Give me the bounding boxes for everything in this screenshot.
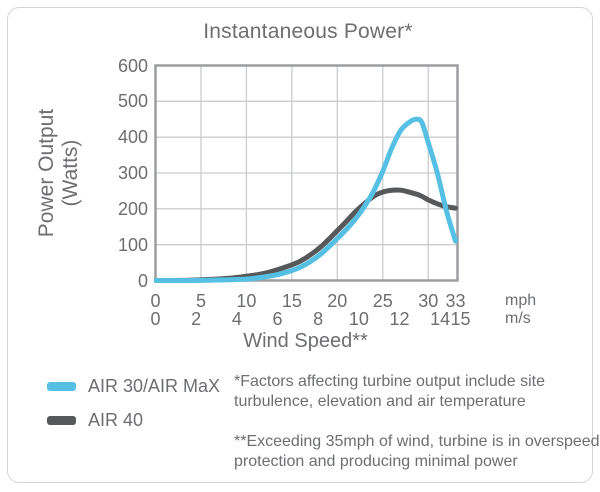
x-tick-label: 6 xyxy=(272,309,283,329)
legend-item: AIR 40 xyxy=(47,410,143,431)
y-tick-label: 100 xyxy=(117,234,148,255)
footnote: **Exceeding 35mph of wind, turbine is in… xyxy=(234,432,600,472)
legend-item: AIR 30/AIR MaX xyxy=(47,376,220,397)
legend-swatch xyxy=(47,382,76,391)
x-tick-label: 14 xyxy=(430,309,451,329)
x-axis-unit-mph: mph xyxy=(505,292,537,309)
x-tick-label: 8 xyxy=(313,309,324,329)
footnote-line: *Factors affecting turbine output includ… xyxy=(234,373,545,390)
plot-area xyxy=(154,64,459,284)
x-tick-label: 25 xyxy=(372,291,393,311)
footnotes: *Factors affecting turbine output includ… xyxy=(234,372,600,492)
legend-swatch xyxy=(47,416,76,425)
x-tick-label: 10 xyxy=(236,291,257,311)
footnote: *Factors affecting turbine output includ… xyxy=(234,372,594,412)
x-tick-label: 10 xyxy=(348,309,369,329)
x-tick-label: 15 xyxy=(450,309,471,329)
legend-label: AIR 40 xyxy=(88,410,144,430)
x-tick-label: 0 xyxy=(150,291,161,311)
x-tick-label: 5 xyxy=(195,291,206,311)
y-axis-title: Power Output (Watts) xyxy=(35,73,85,273)
footnote-line: turbulence, elevation and air temperatur… xyxy=(234,393,526,410)
y-axis-title-line1: Power Output xyxy=(35,108,58,238)
y-axis-title-line2: (Watts) xyxy=(59,139,82,207)
x-tick-label: 15 xyxy=(281,291,302,311)
y-tick-label: 500 xyxy=(117,91,148,112)
y-tick-label: 600 xyxy=(117,55,148,76)
series-line-air-30-air-max xyxy=(154,116,458,284)
footnote-line: **Exceeding 35mph of wind, turbine is in… xyxy=(234,433,600,450)
x-tick-label: 20 xyxy=(327,291,348,311)
y-tick-label: 300 xyxy=(117,163,148,183)
y-tick-label: 200 xyxy=(117,198,148,219)
x-tick-label: 4 xyxy=(231,309,242,329)
x-tick-label: 2 xyxy=(191,309,202,329)
x-tick-label: 0 xyxy=(150,309,161,329)
chart-title: Instantaneous Power* xyxy=(203,20,413,43)
x-tick-label: 30 xyxy=(418,291,439,311)
y-tick-label: 400 xyxy=(117,127,148,148)
plot-border xyxy=(154,64,459,282)
footnote-line: protection and producing minimal power xyxy=(234,453,518,470)
chart-card: Instantaneous Power* Power Output (Watts… xyxy=(7,7,600,483)
x-axis-unit-ms: m/s xyxy=(505,310,531,327)
x-tick-label: 12 xyxy=(389,309,410,329)
x-axis-title: Wind Speed** xyxy=(243,330,368,352)
y-tick-label: 0 xyxy=(137,270,148,291)
legend-label: AIR 30/AIR MaX xyxy=(88,376,221,396)
x-tick-label: 33 xyxy=(445,291,466,311)
